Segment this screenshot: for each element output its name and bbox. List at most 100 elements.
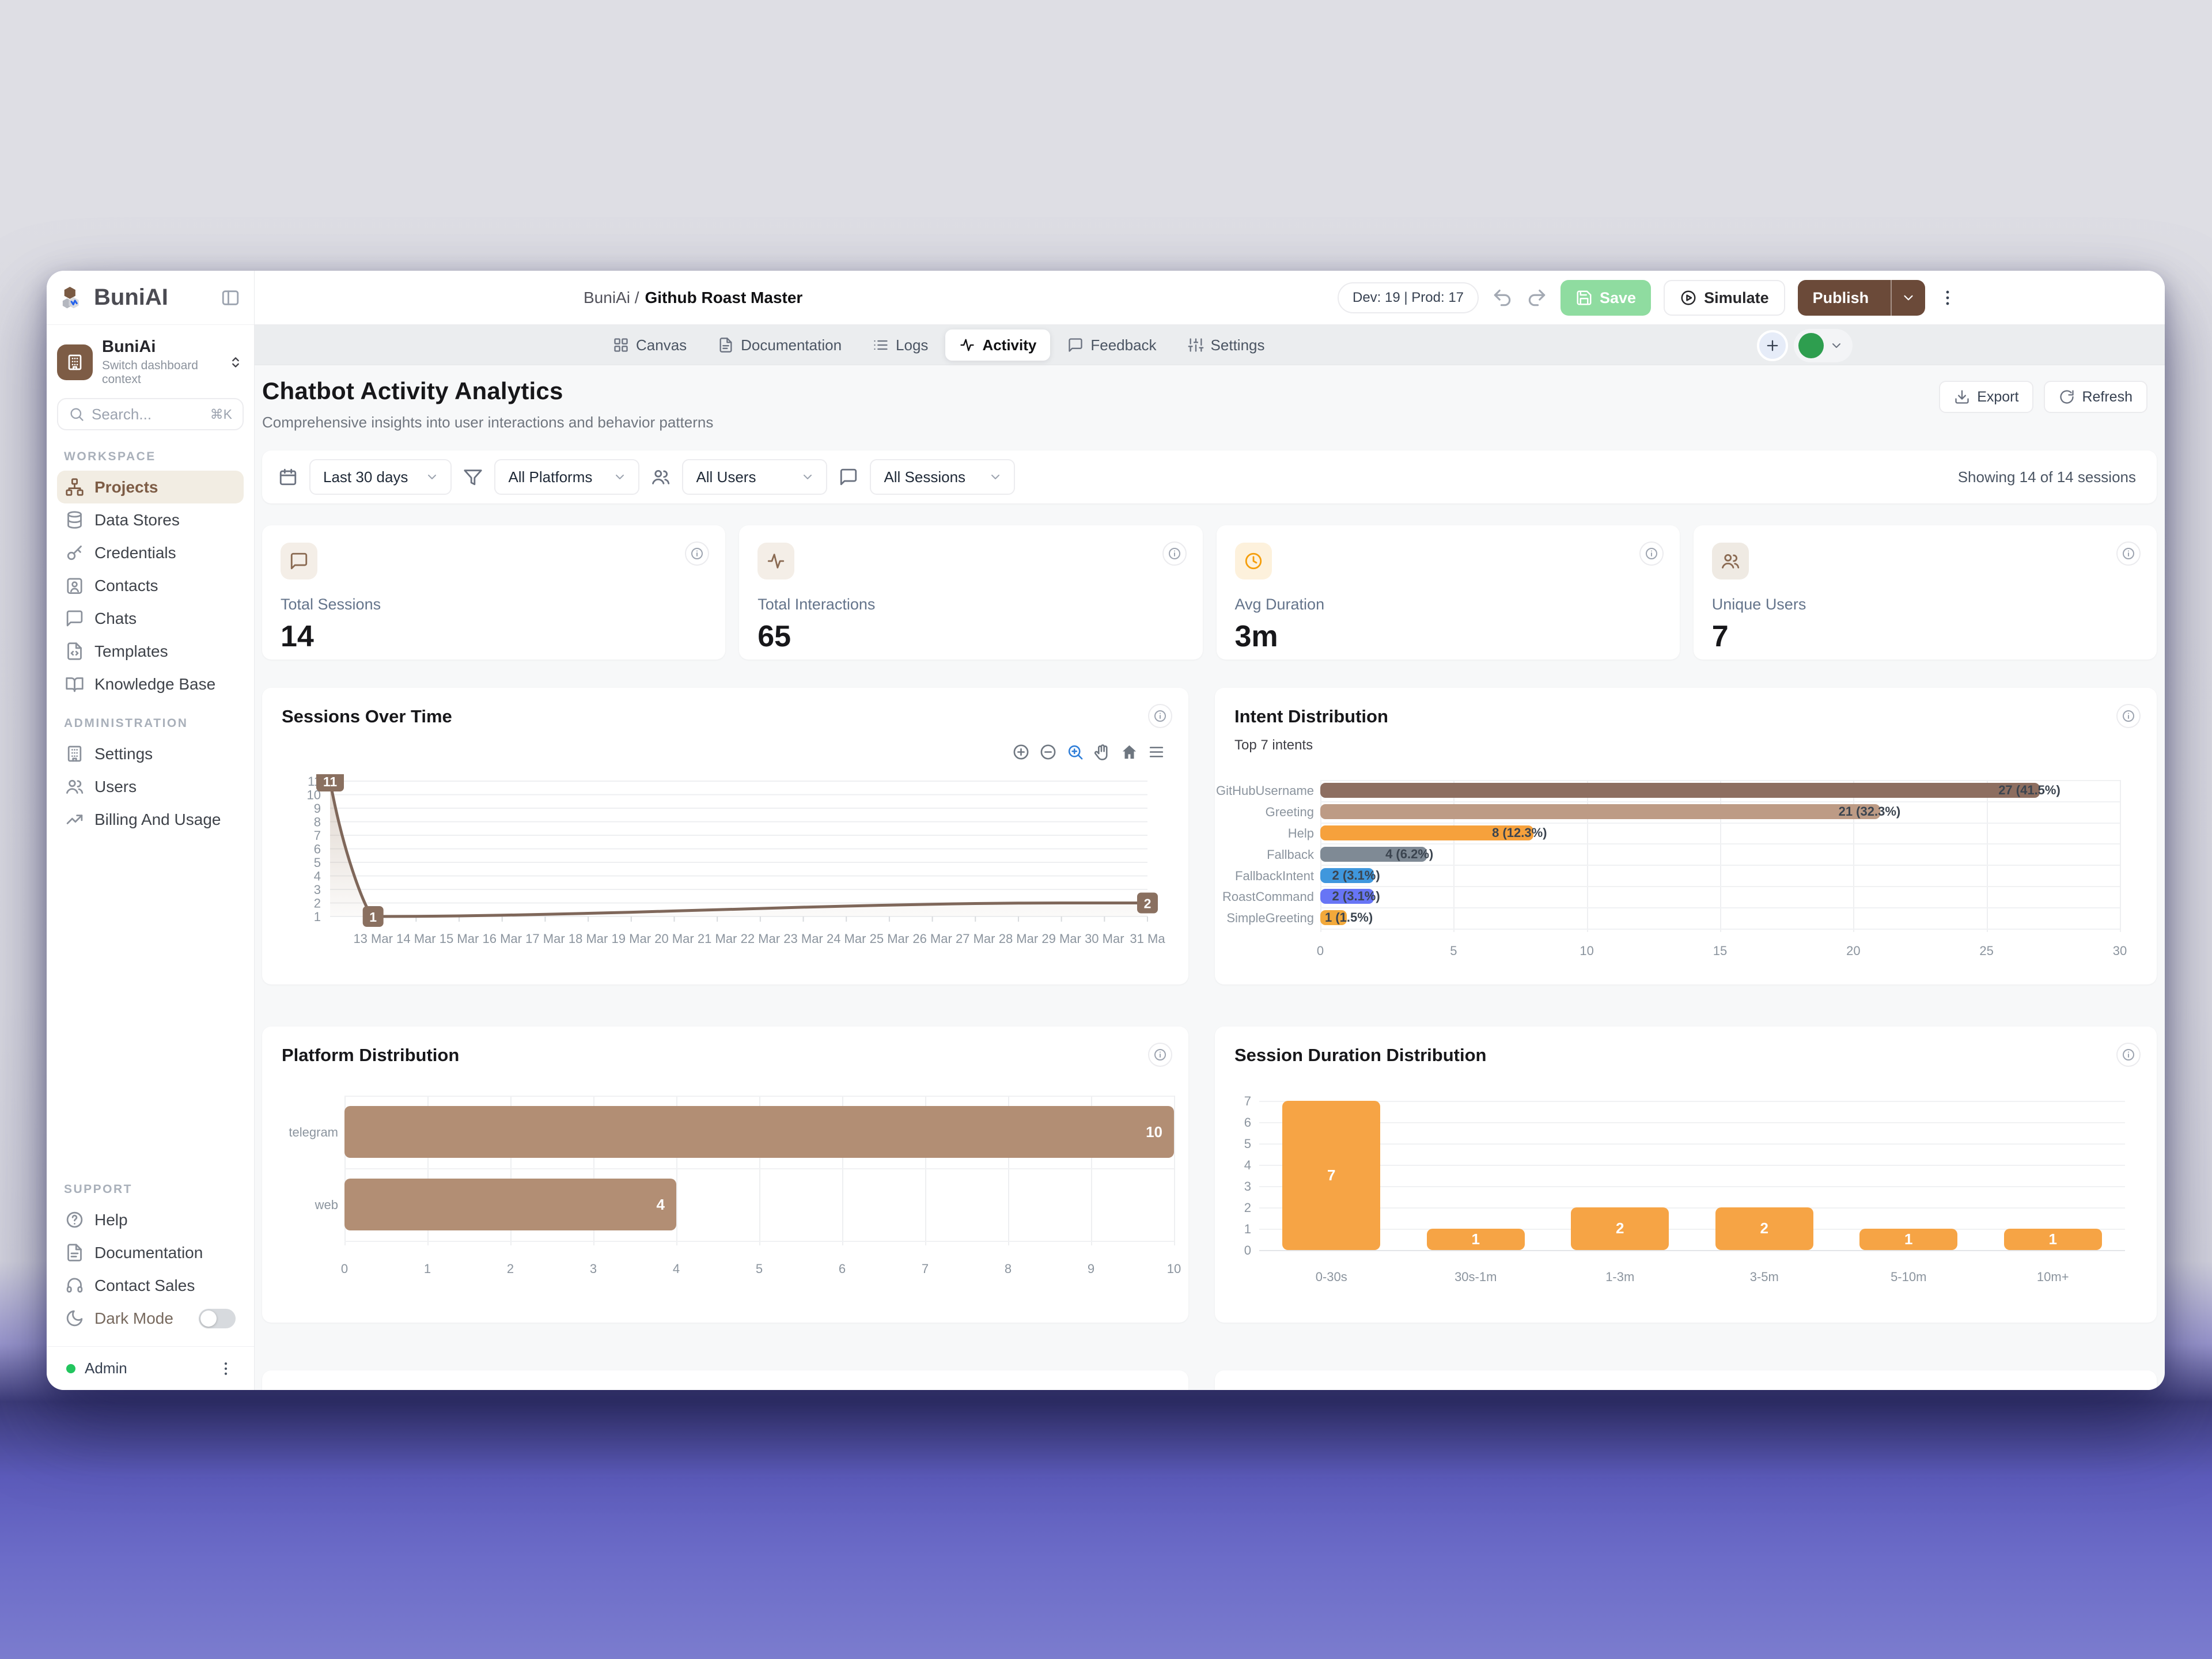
export-button[interactable]: Export bbox=[1939, 381, 2034, 413]
users-icon bbox=[651, 467, 671, 487]
chevron-down-icon bbox=[988, 470, 1002, 484]
info-button[interactable] bbox=[1148, 704, 1172, 728]
pan-tool[interactable] bbox=[1093, 743, 1111, 761]
save-button[interactable]: Save bbox=[1560, 280, 1652, 316]
publish-dropdown[interactable] bbox=[1891, 280, 1925, 316]
tab-settings[interactable]: Settings bbox=[1174, 329, 1279, 361]
sidebar-item-dark-mode[interactable]: Dark Mode bbox=[57, 1302, 244, 1335]
search-box: ⌘K bbox=[57, 398, 244, 430]
chart-toolbar bbox=[1012, 743, 1165, 761]
tab-logs[interactable]: Logs bbox=[859, 329, 942, 361]
headset-icon bbox=[65, 1276, 84, 1295]
sidebar: BuniAI BuniAi Switch dashboard context ⌘… bbox=[47, 271, 255, 1390]
svg-text:2: 2 bbox=[314, 896, 321, 911]
filter-last-30-days[interactable]: Last 30 days bbox=[309, 459, 452, 495]
file-code-icon bbox=[65, 642, 84, 661]
page-actions: Export Refresh bbox=[1939, 377, 2157, 413]
filter-all-sessions[interactable]: All Sessions bbox=[870, 459, 1016, 495]
sidebar-item-projects[interactable]: Projects bbox=[57, 471, 244, 503]
page-head: Chatbot Activity Analytics Comprehensive… bbox=[262, 377, 2157, 431]
menu-tool[interactable] bbox=[1147, 743, 1165, 761]
sidebar-item-documentation[interactable]: Documentation bbox=[57, 1236, 244, 1269]
search-input[interactable] bbox=[92, 405, 203, 423]
duration-value: 1 bbox=[1904, 1230, 1913, 1248]
user-menu-icon[interactable] bbox=[217, 1360, 234, 1377]
tabs: Canvas Documentation Logs Activity Feedback S… bbox=[599, 329, 1279, 361]
info-button[interactable] bbox=[685, 541, 710, 566]
sidebar-item-billing-and-usage[interactable]: Billing And Usage bbox=[57, 803, 244, 836]
simulate-button[interactable]: Simulate bbox=[1664, 280, 1785, 316]
sidebar-item-templates[interactable]: Templates bbox=[57, 635, 244, 668]
tab-activity[interactable]: Activity bbox=[945, 329, 1051, 361]
filter-all-users[interactable]: All Users bbox=[682, 459, 828, 495]
users-icon bbox=[65, 777, 84, 796]
stat-card-avg-duration: Avg Duration 3m bbox=[1216, 525, 1680, 660]
tab-canvas[interactable]: Canvas bbox=[599, 329, 700, 361]
partial-card bbox=[262, 1370, 1188, 1390]
environment-selector[interactable] bbox=[1794, 329, 1853, 362]
sidebar-item-knowledge-base[interactable]: Knowledge Base bbox=[57, 668, 244, 700]
database-icon bbox=[67, 511, 82, 529]
collapse-sidebar-icon[interactable] bbox=[221, 288, 240, 308]
chart-title: Session Duration Distribution bbox=[1234, 1045, 1487, 1065]
duration-bar bbox=[1282, 1101, 1381, 1250]
svg-text:9: 9 bbox=[314, 801, 321, 816]
redo-icon[interactable] bbox=[1526, 287, 1548, 309]
users-icon bbox=[652, 469, 670, 484]
key-icon bbox=[65, 543, 84, 562]
tab-feedback[interactable]: Feedback bbox=[1054, 329, 1170, 361]
add-button[interactable] bbox=[1757, 330, 1788, 361]
stat-label: Total Interactions bbox=[757, 596, 876, 613]
sidebar-item-data-stores[interactable]: Data Stores bbox=[57, 503, 244, 536]
save-icon bbox=[1575, 289, 1593, 306]
sidebar-item-help[interactable]: Help bbox=[57, 1203, 244, 1236]
tab-documentation[interactable]: Documentation bbox=[704, 329, 855, 361]
info-button[interactable] bbox=[1148, 1043, 1172, 1067]
home-tool[interactable] bbox=[1120, 743, 1138, 761]
duration-bar bbox=[1715, 1207, 1813, 1250]
chevdown-icon bbox=[616, 475, 624, 479]
zoom-in-tool[interactable] bbox=[1012, 743, 1030, 761]
sidebar-item-label: Help bbox=[94, 1210, 128, 1229]
sidebar-item-contact-sales[interactable]: Contact Sales bbox=[57, 1269, 244, 1302]
database-icon bbox=[65, 510, 84, 529]
filter-all-platforms[interactable]: All Platforms bbox=[494, 459, 640, 495]
intent-bar bbox=[1320, 804, 1880, 820]
chat-icon bbox=[66, 610, 83, 627]
undo-icon[interactable] bbox=[1491, 287, 1513, 309]
info-button[interactable] bbox=[2116, 1043, 2141, 1067]
dark-mode-toggle[interactable] bbox=[199, 1308, 236, 1328]
more-options-icon[interactable] bbox=[1938, 288, 1957, 308]
svg-text:18 Mar: 18 Mar bbox=[569, 931, 608, 946]
menu-icon bbox=[1149, 747, 1164, 757]
sidebar-item-contacts[interactable]: Contacts bbox=[57, 569, 244, 602]
info-button[interactable] bbox=[2116, 704, 2141, 728]
intent-distribution-card: Intent Distribution Top 7 intents 0 5 10 15… bbox=[1215, 688, 2157, 984]
svg-text:16 Mar: 16 Mar bbox=[482, 931, 521, 946]
sidebar-item-chats[interactable]: Chats bbox=[57, 602, 244, 635]
refresh-icon bbox=[2059, 389, 2075, 405]
info-button[interactable] bbox=[2116, 541, 2141, 566]
chevron-down-icon bbox=[613, 470, 627, 484]
stat-value: 7 bbox=[1711, 620, 1729, 653]
refresh-button[interactable]: Refresh bbox=[2044, 381, 2147, 413]
workspace-switcher[interactable]: BuniAi Switch dashboard context bbox=[57, 338, 244, 387]
svg-text:5: 5 bbox=[314, 855, 321, 870]
sidebar-item-users[interactable]: Users bbox=[57, 770, 244, 803]
info-button[interactable] bbox=[1639, 541, 1664, 566]
stat-card-unique-users: Unique Users 7 bbox=[1693, 525, 2157, 660]
filter-value: All Sessions bbox=[884, 468, 966, 486]
box-zoom-tool[interactable] bbox=[1066, 743, 1084, 761]
zoom-out-tool[interactable] bbox=[1039, 743, 1057, 761]
publish-button[interactable]: Publish bbox=[1797, 280, 1926, 316]
intent-bar bbox=[1320, 846, 1427, 862]
info-button[interactable] bbox=[1162, 541, 1187, 566]
svg-text:22 Mar: 22 Mar bbox=[741, 931, 780, 946]
file-code-icon bbox=[67, 642, 82, 660]
tab-label: Feedback bbox=[1090, 336, 1157, 354]
funnel-icon bbox=[463, 467, 483, 487]
info-icon bbox=[1154, 710, 1166, 722]
sidebar-item-settings[interactable]: Settings bbox=[57, 737, 244, 770]
sidebar-item-credentials[interactable]: Credentials bbox=[57, 536, 244, 569]
intent-label: FallbackIntent bbox=[1235, 868, 1314, 883]
